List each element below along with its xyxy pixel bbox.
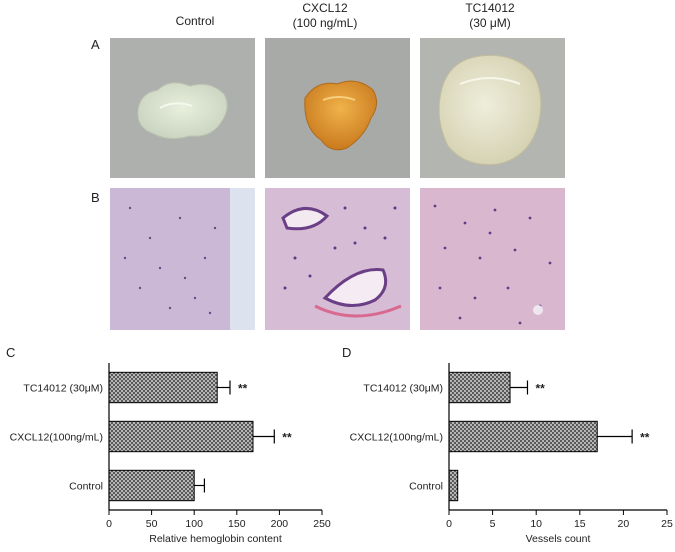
bar: [448, 469, 459, 502]
bar: [108, 469, 195, 502]
plug-cxcl12-image: [304, 80, 377, 151]
plug-photo-cxcl12: [265, 38, 410, 178]
histology-tc14012-image: [420, 188, 565, 330]
chart-hemoglobin: ** ** TC14012 (30μM) CXCL12(100ng/mL) Contr…: [10, 363, 331, 545]
x-tick-label: 200: [271, 518, 289, 530]
chart-vessels-axes: TC14012 (30μM) CXCL12(100ng/mL) Control 0 5 1…: [350, 363, 673, 545]
panel-label-b: B: [91, 190, 100, 205]
column-label-line: (100 ng/mL): [292, 16, 358, 30]
x-tick-label: 5: [490, 518, 496, 530]
column-label-line: TC14012: [465, 1, 515, 15]
plug-tc14012-image: [438, 54, 542, 166]
column-label-line: (30 μM): [469, 16, 511, 30]
panel-label-c: C: [6, 345, 16, 360]
column-label-control: Control: [140, 14, 250, 29]
category-label: Control: [409, 481, 443, 493]
x-tick-label: 25: [661, 518, 673, 530]
x-axis-label: Relative hemoglobin content: [149, 533, 282, 545]
bar: [448, 420, 598, 453]
x-tick-label: 10: [530, 518, 542, 530]
significance-marker: **: [535, 382, 545, 396]
plug-photo-tc14012: [420, 38, 565, 178]
bar: [108, 420, 254, 453]
chart-vessels-bars: ** **: [448, 371, 650, 502]
bar: [448, 371, 511, 404]
histology-control: [110, 188, 255, 330]
x-tick-label: 20: [618, 518, 630, 530]
histology-tc14012: [420, 188, 565, 330]
category-label: CXCL12(100ng/mL): [350, 432, 443, 444]
x-tick-label: 15: [574, 518, 586, 530]
column-label-line: CXCL12: [302, 1, 348, 15]
x-tick-label: 0: [106, 518, 112, 530]
x-tick-label: 150: [228, 518, 246, 530]
x-tick-label: 250: [313, 518, 331, 530]
plug-control-image: [137, 82, 228, 140]
plug-photo-control: [110, 38, 255, 178]
histology-cxcl12: [265, 188, 410, 330]
category-label: TC14012 (30μM): [363, 383, 443, 395]
significance-marker: **: [238, 382, 248, 396]
category-label: CXCL12(100ng/mL): [10, 432, 103, 444]
chart-hemoglobin-axes: TC14012 (30μM) CXCL12(100ng/mL) Control 0 50…: [10, 363, 331, 545]
category-label: TC14012 (30μM): [23, 383, 103, 395]
x-tick-label: 100: [185, 518, 203, 530]
histology-cxcl12-image: [265, 188, 410, 330]
x-tick-label: 0: [446, 518, 452, 530]
panel-label-d: D: [342, 345, 352, 360]
x-tick-label: 50: [146, 518, 158, 530]
x-axis-label: Vessels count: [526, 533, 591, 545]
panel-label-a: A: [91, 37, 100, 52]
histology-control-image: [110, 188, 255, 330]
significance-marker: **: [640, 431, 650, 445]
chart-hemoglobin-bars: ** **: [108, 371, 292, 502]
column-label-tc14012: TC14012 (30 μM): [425, 1, 555, 31]
category-label: Control: [69, 481, 103, 493]
chart-vessels: ** ** TC14012 (30μM) CXCL12(100ng/mL) Contr…: [350, 363, 673, 545]
significance-marker: **: [282, 431, 292, 445]
column-label-line: Control: [175, 14, 215, 28]
column-label-cxcl12: CXCL12 (100 ng/mL): [260, 1, 390, 31]
bar: [108, 371, 218, 404]
